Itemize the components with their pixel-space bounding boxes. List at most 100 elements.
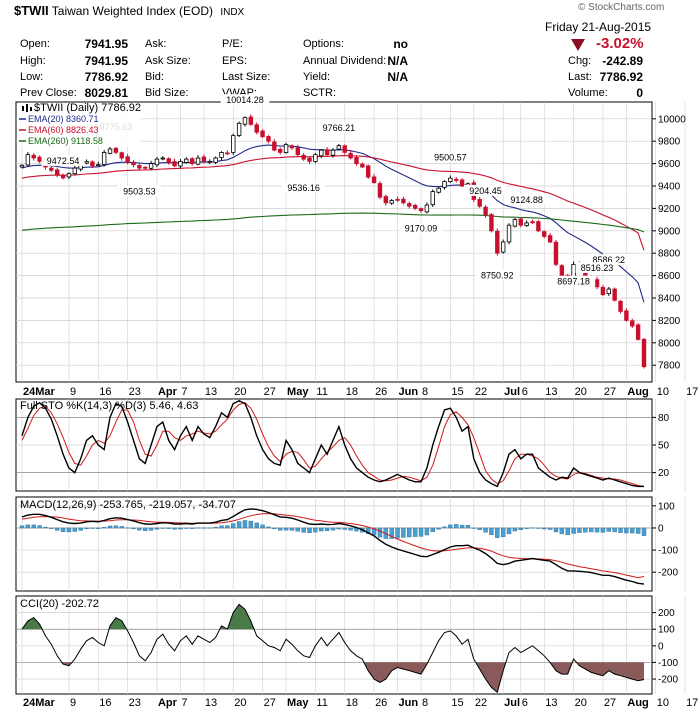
candle-body — [477, 199, 482, 207]
x-axis-label: Jun — [399, 386, 419, 398]
macd-histogram-bar — [471, 527, 477, 529]
candle-body — [624, 310, 629, 321]
cci-y-tick-label: 100 — [658, 625, 675, 636]
low-label: Low: — [20, 71, 44, 83]
candle-body — [324, 149, 330, 156]
candle-body — [248, 116, 254, 125]
x-axis-label-bottom: 20 — [575, 697, 587, 709]
candle-body — [553, 241, 559, 265]
candle-body — [207, 160, 212, 163]
last-value: 7786.92 — [599, 70, 643, 84]
sto-y-tick-label: 50 — [658, 441, 670, 452]
price-annotation: 9124.88 — [510, 195, 543, 205]
cci-y-tick-label: -100 — [658, 658, 678, 669]
candle-body — [55, 169, 60, 176]
macd-y-tick-label: -100 — [658, 546, 678, 557]
macd-histogram-bar — [635, 527, 641, 534]
candle-body — [542, 231, 547, 237]
macd-histogram-bar — [307, 527, 312, 534]
macd-histogram-bar — [624, 527, 629, 534]
macd-histogram-bar — [242, 520, 248, 529]
candle-body — [594, 279, 600, 288]
macd-histogram-bar — [137, 527, 142, 531]
macd-histogram-bar — [219, 525, 224, 529]
yield-label: Yield: — [303, 71, 331, 83]
macd-histogram-bar — [630, 527, 635, 534]
x-axis-label-bottom: 13 — [205, 697, 217, 709]
quote-date: Friday 21-Aug-2015 — [545, 20, 652, 34]
candle-body — [635, 324, 641, 340]
price-legend-entry: EMA(20) 8360.71 — [28, 114, 99, 124]
last-size-label: Last Size: — [222, 71, 271, 83]
x-axis-label-bottom: 16 — [99, 697, 111, 709]
high-label: High: — [20, 55, 46, 67]
price-y-tick-label: 9400 — [658, 182, 681, 193]
candle-body — [354, 157, 359, 165]
candle-body — [424, 204, 430, 213]
macd-histogram-bar — [489, 527, 494, 536]
ask-size-label: Ask Size: — [145, 55, 191, 67]
macd-histogram-bar — [366, 527, 371, 534]
candle-body — [72, 167, 78, 175]
price-annotation: 9170.09 — [405, 224, 438, 234]
x-axis-label: 26 — [375, 386, 387, 398]
candle-body — [518, 218, 523, 226]
candle-body — [154, 158, 160, 166]
price-y-tick-label: 8200 — [658, 316, 681, 327]
candle-body — [401, 198, 406, 204]
candle-body — [495, 230, 500, 254]
macd-histogram-bar — [96, 527, 101, 529]
price-annotation: 8697.18 — [557, 277, 590, 287]
x-axis-label: 11 — [316, 386, 327, 398]
price-legend-entry: $TWII (Daily) 7786.92 — [34, 102, 141, 114]
candle-body — [277, 148, 283, 153]
macd-histogram-bar — [495, 527, 500, 538]
macd-histogram-bar — [518, 527, 523, 530]
macd-histogram-bar — [107, 525, 113, 529]
x-axis-label: 15 — [451, 386, 463, 398]
candle-body — [60, 174, 66, 179]
macd-histogram-bar — [418, 527, 424, 537]
macd-histogram-bar — [37, 525, 42, 529]
macd-histogram-bar — [195, 527, 201, 529]
annual-dividend-label: Annual Dividend: — [303, 55, 387, 67]
macd-histogram-bar — [78, 527, 83, 531]
cci-overbought-fill — [22, 604, 255, 630]
macd-histogram-bar — [301, 527, 306, 533]
price-y-tick-label: 10000 — [658, 114, 686, 125]
ask-label: Ask: — [145, 38, 167, 50]
macd-histogram-bar — [90, 527, 95, 529]
price-annotation-box — [399, 222, 443, 234]
macd-histogram-bar — [283, 527, 289, 531]
macd-histogram-bar — [66, 527, 72, 533]
candle-body — [37, 156, 42, 162]
chart-title: $TWII Taiwan Weighted Index (EOD) INDX — [14, 3, 244, 18]
candle-body — [295, 147, 300, 156]
candle-body — [330, 149, 336, 156]
candle-legend-icon — [22, 104, 32, 112]
candle-body — [454, 178, 459, 181]
macd-histogram-bar — [172, 527, 177, 530]
bid-size-label: Bid Size: — [145, 87, 189, 99]
price-annotation: 9500.57 — [434, 153, 467, 163]
macd-histogram-bar — [600, 527, 606, 533]
price-annotation: 9204.45 — [469, 186, 502, 196]
x-axis-label-bottom: Apr — [158, 697, 178, 709]
macd-histogram-bar — [448, 524, 453, 529]
macd-histogram-bar — [184, 527, 189, 529]
macd-histogram-bar — [389, 527, 394, 539]
candle-body — [348, 153, 353, 159]
macd-histogram-bar — [436, 527, 441, 530]
candle-body — [530, 221, 535, 224]
candle-body — [489, 214, 494, 232]
x-axis-label: 20 — [234, 386, 246, 398]
x-axis-label-bottom: 9 — [70, 697, 76, 709]
macd-histogram-bar — [577, 527, 582, 533]
candle-body — [242, 117, 248, 125]
price-annotation-box — [117, 185, 161, 197]
x-axis-label: 9 — [70, 386, 76, 398]
ticker-symbol: $TWII — [14, 3, 49, 18]
candle-body — [342, 145, 347, 153]
